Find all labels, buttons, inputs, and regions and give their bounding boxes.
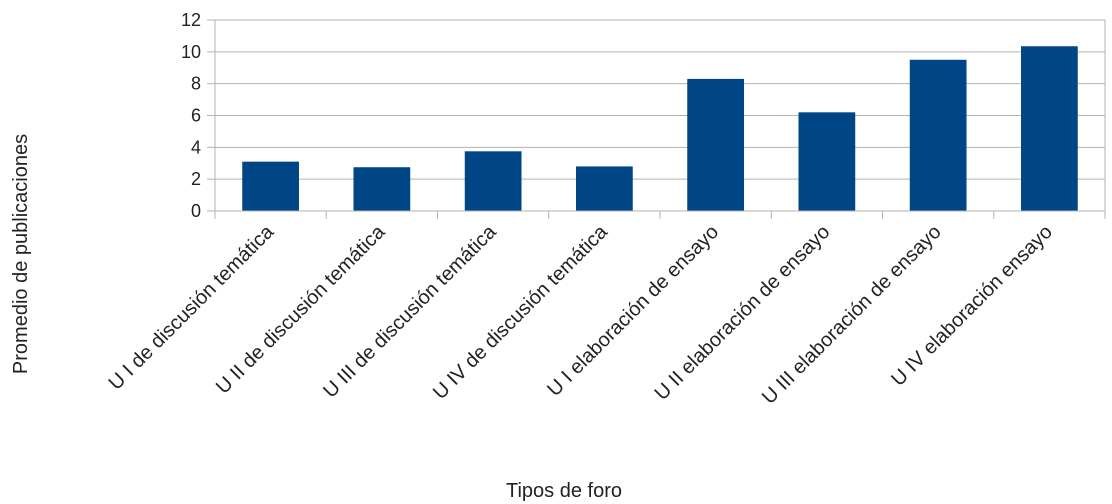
y-tick-label: 10 <box>181 42 201 62</box>
y-axis-ticks: 0 2 4 6 8 10 12 <box>181 10 215 221</box>
bar <box>687 78 744 212</box>
y-tick-label: 12 <box>181 10 201 30</box>
bar <box>242 161 299 211</box>
y-tick-label: 8 <box>191 74 201 94</box>
x-axis <box>214 210 1106 219</box>
y-tick-label: 0 <box>191 201 201 221</box>
x-tick-label: U IV de discusión temática <box>429 220 613 404</box>
y-axis-title: Promedio de publicaciones <box>10 134 32 374</box>
x-axis-title: Tipos de foro <box>506 480 622 502</box>
bar <box>353 167 411 211</box>
bar <box>464 151 522 211</box>
y-tick-label: 2 <box>191 169 201 189</box>
y-tick-label: 6 <box>191 106 201 126</box>
bar <box>909 59 967 211</box>
bar <box>798 112 856 211</box>
y-tick-label: 4 <box>191 137 201 157</box>
x-tick-label: U III elaboración de ensayo <box>758 221 946 409</box>
bars <box>242 46 1078 212</box>
bar <box>576 166 633 211</box>
gridlines <box>214 19 1106 212</box>
bar <box>1021 46 1078 212</box>
x-tick-label: U II elaboración de ensayo <box>651 221 835 405</box>
